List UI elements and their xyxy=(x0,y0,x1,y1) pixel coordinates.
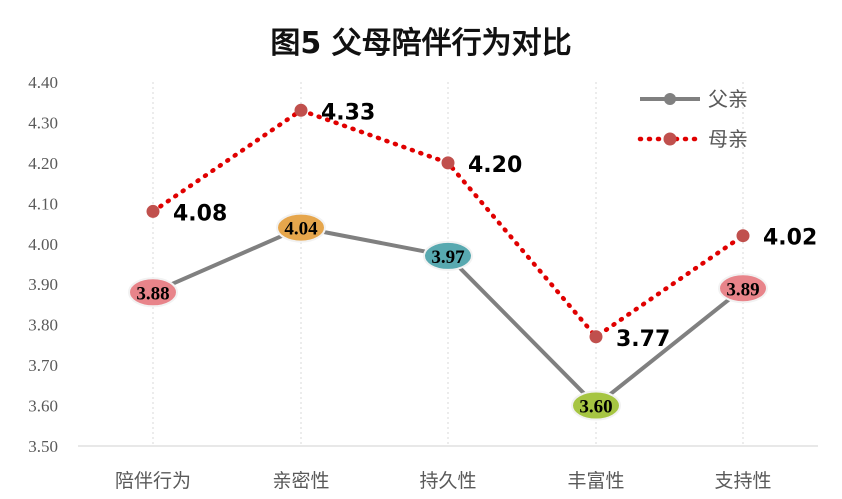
mother-point xyxy=(146,204,160,218)
mother-point xyxy=(441,156,455,170)
y-tick-label: 4.10 xyxy=(28,194,58,213)
grid-layer xyxy=(152,82,744,446)
x-tick-label: 陪伴行为 xyxy=(115,470,191,492)
father-data-label: 3.88 xyxy=(136,283,169,304)
father-data-label: 3.60 xyxy=(579,397,612,418)
x-tick-label: 支持性 xyxy=(714,470,771,492)
y-tick-label: 4.40 xyxy=(28,73,58,92)
y-tick-label: 3.80 xyxy=(28,316,58,335)
chart-title: 图5 父母陪伴行为对比 xyxy=(270,26,572,61)
mother-data-label: 4.20 xyxy=(468,153,522,178)
y-tick-label: 4.20 xyxy=(28,154,58,173)
father-data-label: 3.89 xyxy=(726,279,759,300)
legend-marker-father xyxy=(664,93,676,105)
mother-point xyxy=(736,229,750,243)
x-tick-label: 丰富性 xyxy=(567,470,624,492)
y-tick-label: 3.70 xyxy=(28,356,58,375)
father-data-label: 3.97 xyxy=(431,247,465,268)
data-labels: 3.88 4.04 3.97 3.60 3.89 4.08 4.33 4.20 3.77 4.02 xyxy=(136,100,817,417)
y-tick-label: 3.50 xyxy=(28,437,58,456)
y-tick-label: 3.90 xyxy=(28,275,58,294)
x-tick-label: 亲密性 xyxy=(272,470,329,492)
father-point xyxy=(128,277,178,308)
mother-data-label: 4.08 xyxy=(173,201,227,226)
x-tick-label: 持久性 xyxy=(419,470,476,492)
mother-point xyxy=(589,330,603,344)
father-point xyxy=(571,390,621,421)
mother-data-label: 4.02 xyxy=(763,226,817,251)
father-data-label: 4.04 xyxy=(284,219,318,240)
father-point xyxy=(718,273,768,304)
legend-label-mother: 母亲 xyxy=(708,127,748,151)
y-tick-label: 3.60 xyxy=(28,397,58,416)
father-point xyxy=(423,240,473,271)
mother-data-label: 4.33 xyxy=(321,100,375,125)
x-axis-ticks: 陪伴行为 亲密性 持久性 丰富性 支持性 xyxy=(115,470,772,492)
mother-point xyxy=(294,103,308,117)
legend-marker-mother xyxy=(663,132,677,146)
y-tick-label: 4.30 xyxy=(28,113,58,132)
series-layer xyxy=(128,103,768,421)
y-axis-ticks: 3.50 3.60 3.70 3.80 3.90 4.00 4.10 4.20 4.30 4.40 xyxy=(28,73,58,456)
mother-data-label: 3.77 xyxy=(616,327,670,352)
y-tick-label: 4.00 xyxy=(28,235,58,254)
father-point xyxy=(276,212,326,243)
legend-label-father: 父亲 xyxy=(708,87,748,111)
